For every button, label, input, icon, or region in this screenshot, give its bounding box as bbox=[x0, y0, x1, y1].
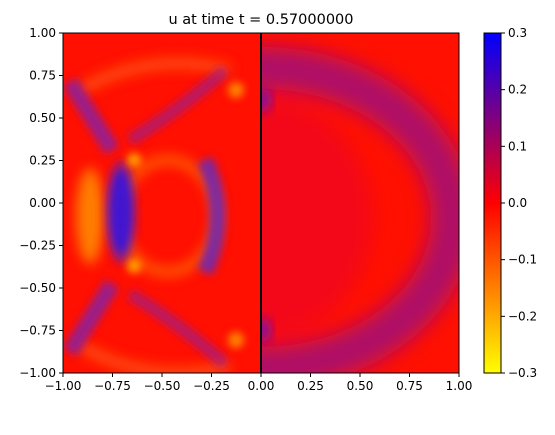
chart-title: u at time t = 0.57000000 bbox=[168, 12, 353, 28]
y-tick-label: −0.75 bbox=[19, 324, 56, 338]
y-tick-label: −0.25 bbox=[19, 239, 56, 253]
x-tick-label: −1.00 bbox=[45, 379, 82, 393]
y-tick-label: 0.00 bbox=[29, 196, 56, 210]
x-tick-label: 0.00 bbox=[248, 379, 275, 393]
y-tick-label: −1.00 bbox=[19, 366, 56, 380]
x-tick-label: −0.25 bbox=[193, 379, 230, 393]
colorbar-tick-label: 0.1 bbox=[508, 139, 527, 153]
x-tick-label: 0.50 bbox=[347, 379, 374, 393]
x-tick-label: 1.00 bbox=[446, 379, 473, 393]
colorbar bbox=[483, 32, 502, 374]
y-tick-label: 0.75 bbox=[29, 69, 56, 83]
colorbar-tick-label: −0.2 bbox=[508, 309, 537, 323]
x-axis: −1.00 −0.75 −0.50 −0.25 0.00 0.25 0.50 0.75 1.00 bbox=[45, 373, 473, 393]
colorbar-axis: −0.3 −0.2 −0.1 0.0 0.1 0.2 0.3 bbox=[501, 26, 537, 380]
x-tick-label: −0.50 bbox=[144, 379, 181, 393]
x-tick-label: −0.75 bbox=[94, 379, 131, 393]
y-tick-label: 0.25 bbox=[29, 154, 56, 168]
colorbar-tick-label: 0.0 bbox=[508, 196, 527, 210]
y-tick-label: −0.50 bbox=[19, 281, 56, 295]
colorbar-tick-label: −0.1 bbox=[508, 253, 537, 267]
colorbar-tick-label: 0.3 bbox=[508, 26, 527, 40]
x-tick-label: 0.75 bbox=[396, 379, 423, 393]
x-tick-label: 0.25 bbox=[297, 379, 324, 393]
y-tick-label: 1.00 bbox=[29, 26, 56, 40]
y-tick-label: 0.50 bbox=[29, 111, 56, 125]
y-axis: −1.00 −0.75 −0.50 −0.25 0.00 0.25 0.50 0.75 1.00 bbox=[19, 26, 63, 380]
colorbar-tick-label: 0.2 bbox=[508, 83, 527, 97]
colorbar-tick-label: −0.3 bbox=[508, 366, 537, 380]
